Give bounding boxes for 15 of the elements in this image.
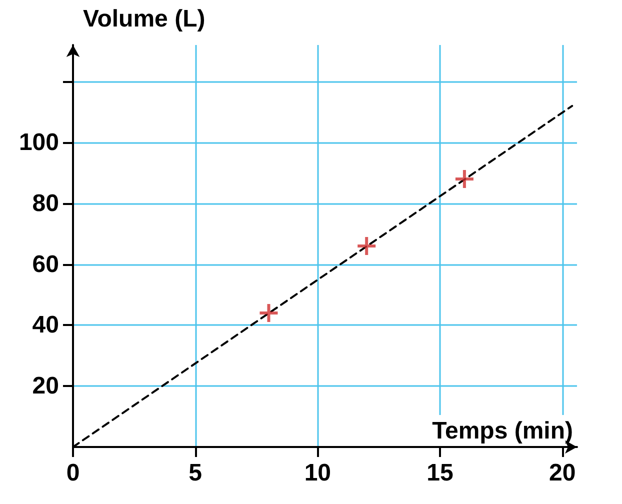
y-tick-label: 40 [32, 312, 59, 339]
y-tick-label: 60 [32, 250, 59, 278]
x-tick-label: 5 [188, 460, 202, 486]
x-axis-title: Temps (min) [432, 418, 573, 444]
x-tick-label: 10 [304, 460, 332, 486]
point [356, 236, 378, 256]
point [454, 168, 475, 190]
y-tick-label: 20 [32, 372, 59, 400]
x-tick-label: 15 [426, 460, 454, 486]
x-tick-label: 0 [66, 460, 80, 486]
x-tick-label: 20 [548, 460, 576, 486]
y-tick-label: 80 [32, 190, 59, 217]
y-tick-label: 100 [18, 128, 59, 156]
point [258, 302, 280, 324]
y-axis-title: Volume (L) [83, 6, 206, 32]
